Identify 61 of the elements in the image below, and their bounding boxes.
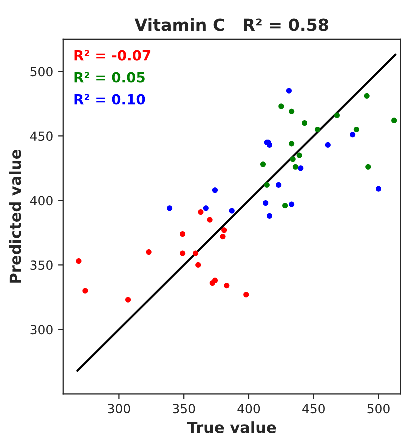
y-tick-label: 450: [30, 132, 53, 142]
point: [82, 288, 88, 294]
point: [224, 283, 230, 289]
point: [263, 200, 269, 206]
point: [222, 228, 228, 234]
point: [392, 118, 398, 124]
point: [266, 142, 273, 148]
point: [314, 126, 321, 133]
x-tick-label: 450: [302, 404, 325, 414]
point: [350, 132, 356, 138]
point: [276, 182, 282, 188]
point: [260, 162, 266, 168]
annotation: R² = 0.10: [74, 94, 146, 105]
y-tick-label: 500: [30, 67, 53, 77]
x-tick-label: 400: [238, 404, 260, 414]
chart-title: Vitamin C R² = 0.58: [134, 18, 328, 32]
x-tick-label: 350: [173, 404, 196, 414]
point: [180, 231, 186, 238]
point: [334, 112, 340, 118]
point: [126, 297, 132, 303]
point: [220, 234, 226, 240]
point: [278, 104, 284, 110]
point: [196, 262, 202, 268]
point: [364, 93, 370, 99]
point: [229, 208, 235, 214]
y-axis-title: Predicted value: [9, 150, 22, 283]
point: [146, 250, 152, 256]
point: [292, 164, 298, 170]
point: [376, 186, 382, 192]
point: [282, 203, 288, 209]
point: [203, 206, 209, 212]
x-axis-title: True value: [187, 422, 276, 434]
annotation: R² = -0.07: [74, 50, 151, 61]
annotation: R² = 0.05: [74, 72, 145, 83]
point: [366, 164, 372, 170]
point: [290, 156, 296, 162]
point: [244, 292, 250, 298]
point: [286, 88, 292, 94]
point: [302, 120, 308, 126]
point: [289, 108, 295, 114]
y-tick-label: 350: [30, 260, 53, 270]
point: [180, 250, 186, 256]
point: [296, 152, 302, 158]
point: [325, 142, 331, 148]
point: [212, 278, 218, 284]
x-tick-label: 500: [368, 404, 390, 414]
point: [212, 188, 218, 194]
point: [354, 126, 360, 133]
point: [266, 213, 273, 219]
point: [264, 182, 270, 188]
point: [76, 258, 82, 264]
x-tick-label: 300: [108, 404, 130, 414]
point: [289, 202, 295, 208]
point: [289, 141, 295, 147]
point: [192, 250, 199, 256]
point: [298, 166, 304, 172]
point: [198, 210, 204, 216]
y-tick-label: 400: [30, 196, 53, 206]
y-tick-label: 300: [30, 325, 53, 335]
point: [167, 206, 173, 212]
point: [207, 217, 213, 223]
